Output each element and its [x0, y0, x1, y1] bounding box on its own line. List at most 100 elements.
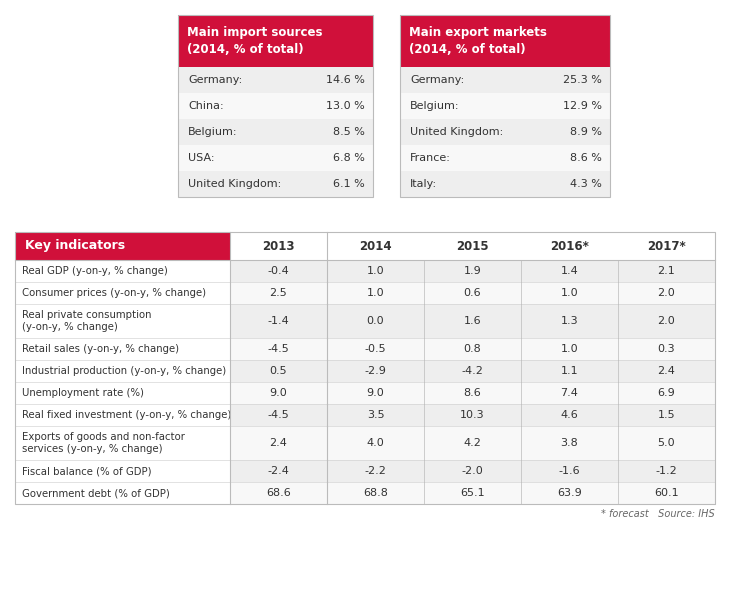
Text: * forecast   Source: IHS: * forecast Source: IHS — [601, 509, 715, 519]
Bar — [230, 360, 327, 382]
Text: 0.0: 0.0 — [367, 316, 385, 326]
Bar — [178, 15, 373, 67]
Text: 4.6: 4.6 — [561, 410, 578, 420]
Text: Belgium:: Belgium: — [410, 101, 460, 111]
Bar — [178, 67, 373, 93]
Bar — [230, 404, 327, 426]
Text: 2.5: 2.5 — [269, 288, 287, 298]
Bar — [618, 460, 715, 482]
Bar — [178, 15, 373, 197]
Bar — [327, 360, 424, 382]
Text: 3.8: 3.8 — [561, 438, 578, 448]
Text: 6.1 %: 6.1 % — [333, 179, 365, 189]
Bar — [327, 232, 424, 260]
Bar — [15, 404, 230, 426]
Text: -2.2: -2.2 — [365, 466, 386, 476]
Text: 1.3: 1.3 — [561, 316, 578, 326]
Bar — [327, 338, 424, 360]
Text: 10.3: 10.3 — [461, 410, 485, 420]
Bar — [178, 145, 373, 171]
Text: 68.6: 68.6 — [266, 488, 291, 498]
Bar — [618, 338, 715, 360]
Text: 13.0 %: 13.0 % — [327, 101, 365, 111]
Text: Main import sources
(2014, % of total): Main import sources (2014, % of total) — [187, 26, 322, 56]
Bar — [618, 404, 715, 426]
Text: 0.3: 0.3 — [658, 344, 676, 354]
Text: 65.1: 65.1 — [461, 488, 485, 498]
Bar — [400, 67, 610, 93]
Bar — [618, 426, 715, 460]
Bar — [521, 426, 618, 460]
Text: USA:: USA: — [188, 153, 214, 163]
Bar — [424, 260, 521, 282]
Text: 6.9: 6.9 — [658, 388, 676, 398]
Bar — [178, 171, 373, 197]
Text: -1.4: -1.4 — [268, 316, 289, 326]
Text: 2014: 2014 — [359, 240, 392, 252]
Text: -4.2: -4.2 — [461, 366, 484, 376]
Bar — [618, 304, 715, 338]
Text: Main export markets
(2014, % of total): Main export markets (2014, % of total) — [409, 26, 547, 56]
Text: United Kingdom:: United Kingdom: — [410, 127, 503, 137]
Text: Italy:: Italy: — [410, 179, 437, 189]
Text: United Kingdom:: United Kingdom: — [188, 179, 281, 189]
Text: 1.0: 1.0 — [367, 266, 385, 276]
Text: 63.9: 63.9 — [557, 488, 582, 498]
Text: 4.0: 4.0 — [367, 438, 385, 448]
Bar — [15, 360, 230, 382]
Text: 9.0: 9.0 — [269, 388, 287, 398]
Text: 7.4: 7.4 — [560, 388, 578, 398]
Text: 2015: 2015 — [456, 240, 489, 252]
Bar — [178, 119, 373, 145]
Bar — [15, 232, 715, 504]
Bar — [327, 404, 424, 426]
Text: Fiscal balance (% of GDP): Fiscal balance (% of GDP) — [22, 466, 152, 476]
Text: 2017*: 2017* — [647, 240, 686, 252]
Text: 8.6: 8.6 — [464, 388, 481, 398]
Bar — [327, 482, 424, 504]
Bar — [327, 282, 424, 304]
Bar — [15, 232, 230, 260]
Bar — [327, 304, 424, 338]
Bar — [15, 382, 230, 404]
Text: 4.3 %: 4.3 % — [570, 179, 602, 189]
Text: 4.2: 4.2 — [464, 438, 481, 448]
Text: 1.6: 1.6 — [464, 316, 481, 326]
Text: 60.1: 60.1 — [654, 488, 679, 498]
Bar — [15, 460, 230, 482]
Bar — [521, 360, 618, 382]
Text: 1.9: 1.9 — [464, 266, 481, 276]
Bar — [15, 426, 230, 460]
Text: Unemployment rate (%): Unemployment rate (%) — [22, 388, 144, 398]
Bar — [521, 260, 618, 282]
Bar — [521, 382, 618, 404]
Text: -0.4: -0.4 — [268, 266, 289, 276]
Bar — [424, 338, 521, 360]
Text: France:: France: — [410, 153, 451, 163]
Text: 3.5: 3.5 — [367, 410, 385, 420]
Text: -4.5: -4.5 — [268, 410, 289, 420]
Bar — [424, 360, 521, 382]
Bar — [230, 304, 327, 338]
Bar — [230, 460, 327, 482]
Text: 0.5: 0.5 — [269, 366, 287, 376]
Text: 1.0: 1.0 — [561, 344, 578, 354]
Bar — [618, 360, 715, 382]
Text: 14.6 %: 14.6 % — [326, 75, 365, 85]
Text: 8.6 %: 8.6 % — [570, 153, 602, 163]
Text: 1.5: 1.5 — [658, 410, 676, 420]
Bar — [400, 15, 610, 67]
Text: Key indicators: Key indicators — [25, 240, 125, 252]
Text: 25.3 %: 25.3 % — [563, 75, 602, 85]
Bar — [400, 15, 610, 197]
Text: -4.5: -4.5 — [268, 344, 289, 354]
Bar — [327, 426, 424, 460]
Bar — [521, 232, 618, 260]
Bar — [618, 282, 715, 304]
Bar — [15, 282, 230, 304]
Text: -0.5: -0.5 — [365, 344, 386, 354]
Bar — [424, 460, 521, 482]
Bar — [521, 282, 618, 304]
Text: Industrial production (y-on-y, % change): Industrial production (y-on-y, % change) — [22, 366, 226, 376]
Bar — [521, 404, 618, 426]
